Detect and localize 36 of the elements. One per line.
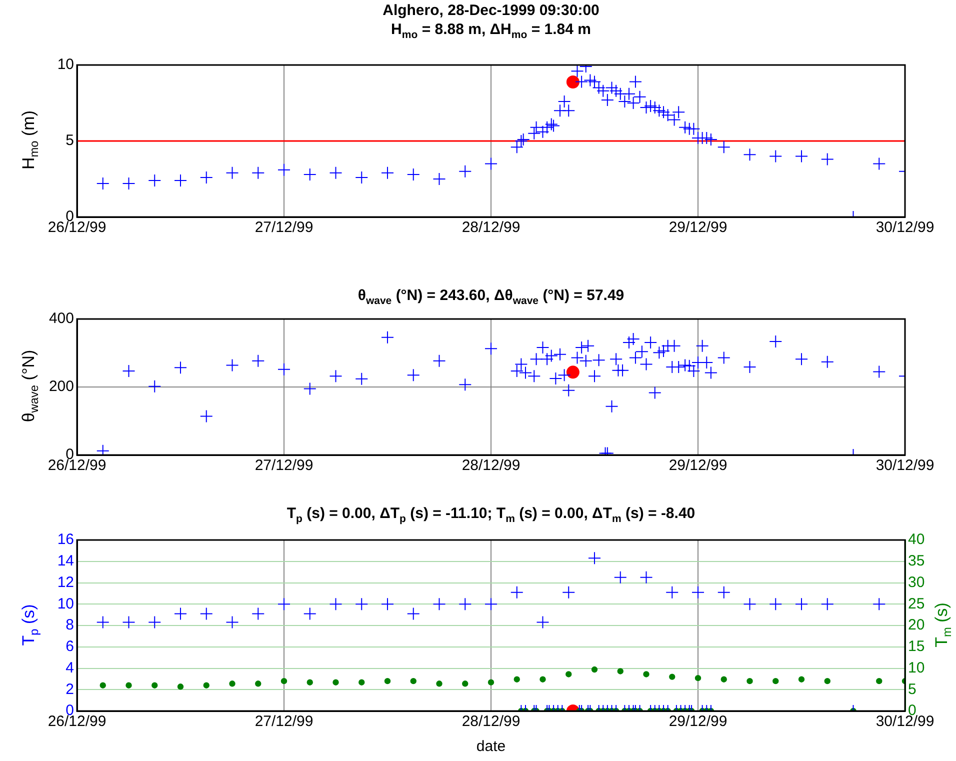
- y-tick-label: 5: [66, 132, 74, 150]
- y2-tick-label: 10: [908, 659, 925, 676]
- x-tick-label: 28/12/99: [462, 457, 520, 474]
- y-tick-label: 12: [57, 574, 74, 591]
- y-tick-label: 200: [48, 378, 74, 396]
- chart-subtitle: H$_{mo}$ = 8.88 m, ΔH$_{mo}$ = 1.84 m: [391, 21, 591, 41]
- y-tick-label: 16: [57, 531, 74, 548]
- y2-tick-label: 20: [908, 616, 925, 634]
- y-tick-label: 2: [66, 680, 74, 698]
- y2-tick-label: 40: [908, 531, 925, 548]
- x-tick-label: 27/12/99: [254, 219, 314, 236]
- y-tick-label: 6: [66, 638, 74, 656]
- chart-title: T$_{p}$ (s) = 0.00, ΔT$_{p}$ (s) = -11.10; T$_{m}$ (s) = 0.00, ΔT$_{m}$ (s) = -8.40: [286, 505, 696, 525]
- x-tick-label: 29/12/99: [668, 457, 728, 474]
- x-tick-label: 29/12/99: [668, 713, 728, 730]
- chart-title: θ$_{wave}$ (°N) = 243.60, Δθ$_{wave}$ (°N) = 57.49: [358, 287, 624, 307]
- y-tick-label: 10: [57, 595, 74, 612]
- x-tick-label: 30/12/99: [876, 219, 934, 236]
- x-tick-label: 28/12/99: [462, 713, 520, 730]
- y2-tick-label: 5: [908, 680, 916, 698]
- y-tick-label: 8: [66, 616, 74, 634]
- chart-title: Alghero, 28-Dec-1999 09:30:00: [382, 2, 600, 19]
- y-tick-label: 400: [48, 310, 74, 328]
- y2-tick-label: 25: [908, 595, 925, 612]
- x-tick-label: 29/12/99: [668, 219, 728, 236]
- x-axis-title: date: [476, 738, 506, 755]
- x-tick-label: 30/12/99: [876, 457, 934, 474]
- y2-tick-label: 35: [908, 552, 925, 570]
- y-tick-label: 10: [57, 56, 74, 74]
- x-tick-label: 27/12/99: [254, 713, 314, 730]
- y-tick-label: 4: [66, 659, 74, 676]
- x-tick-label: 28/12/99: [462, 219, 520, 236]
- x-tick-label: 27/12/99: [254, 457, 314, 474]
- y2-tick-label: 30: [908, 574, 925, 591]
- y-tick-label: 14: [57, 552, 74, 570]
- y2-tick-label: 15: [908, 638, 925, 656]
